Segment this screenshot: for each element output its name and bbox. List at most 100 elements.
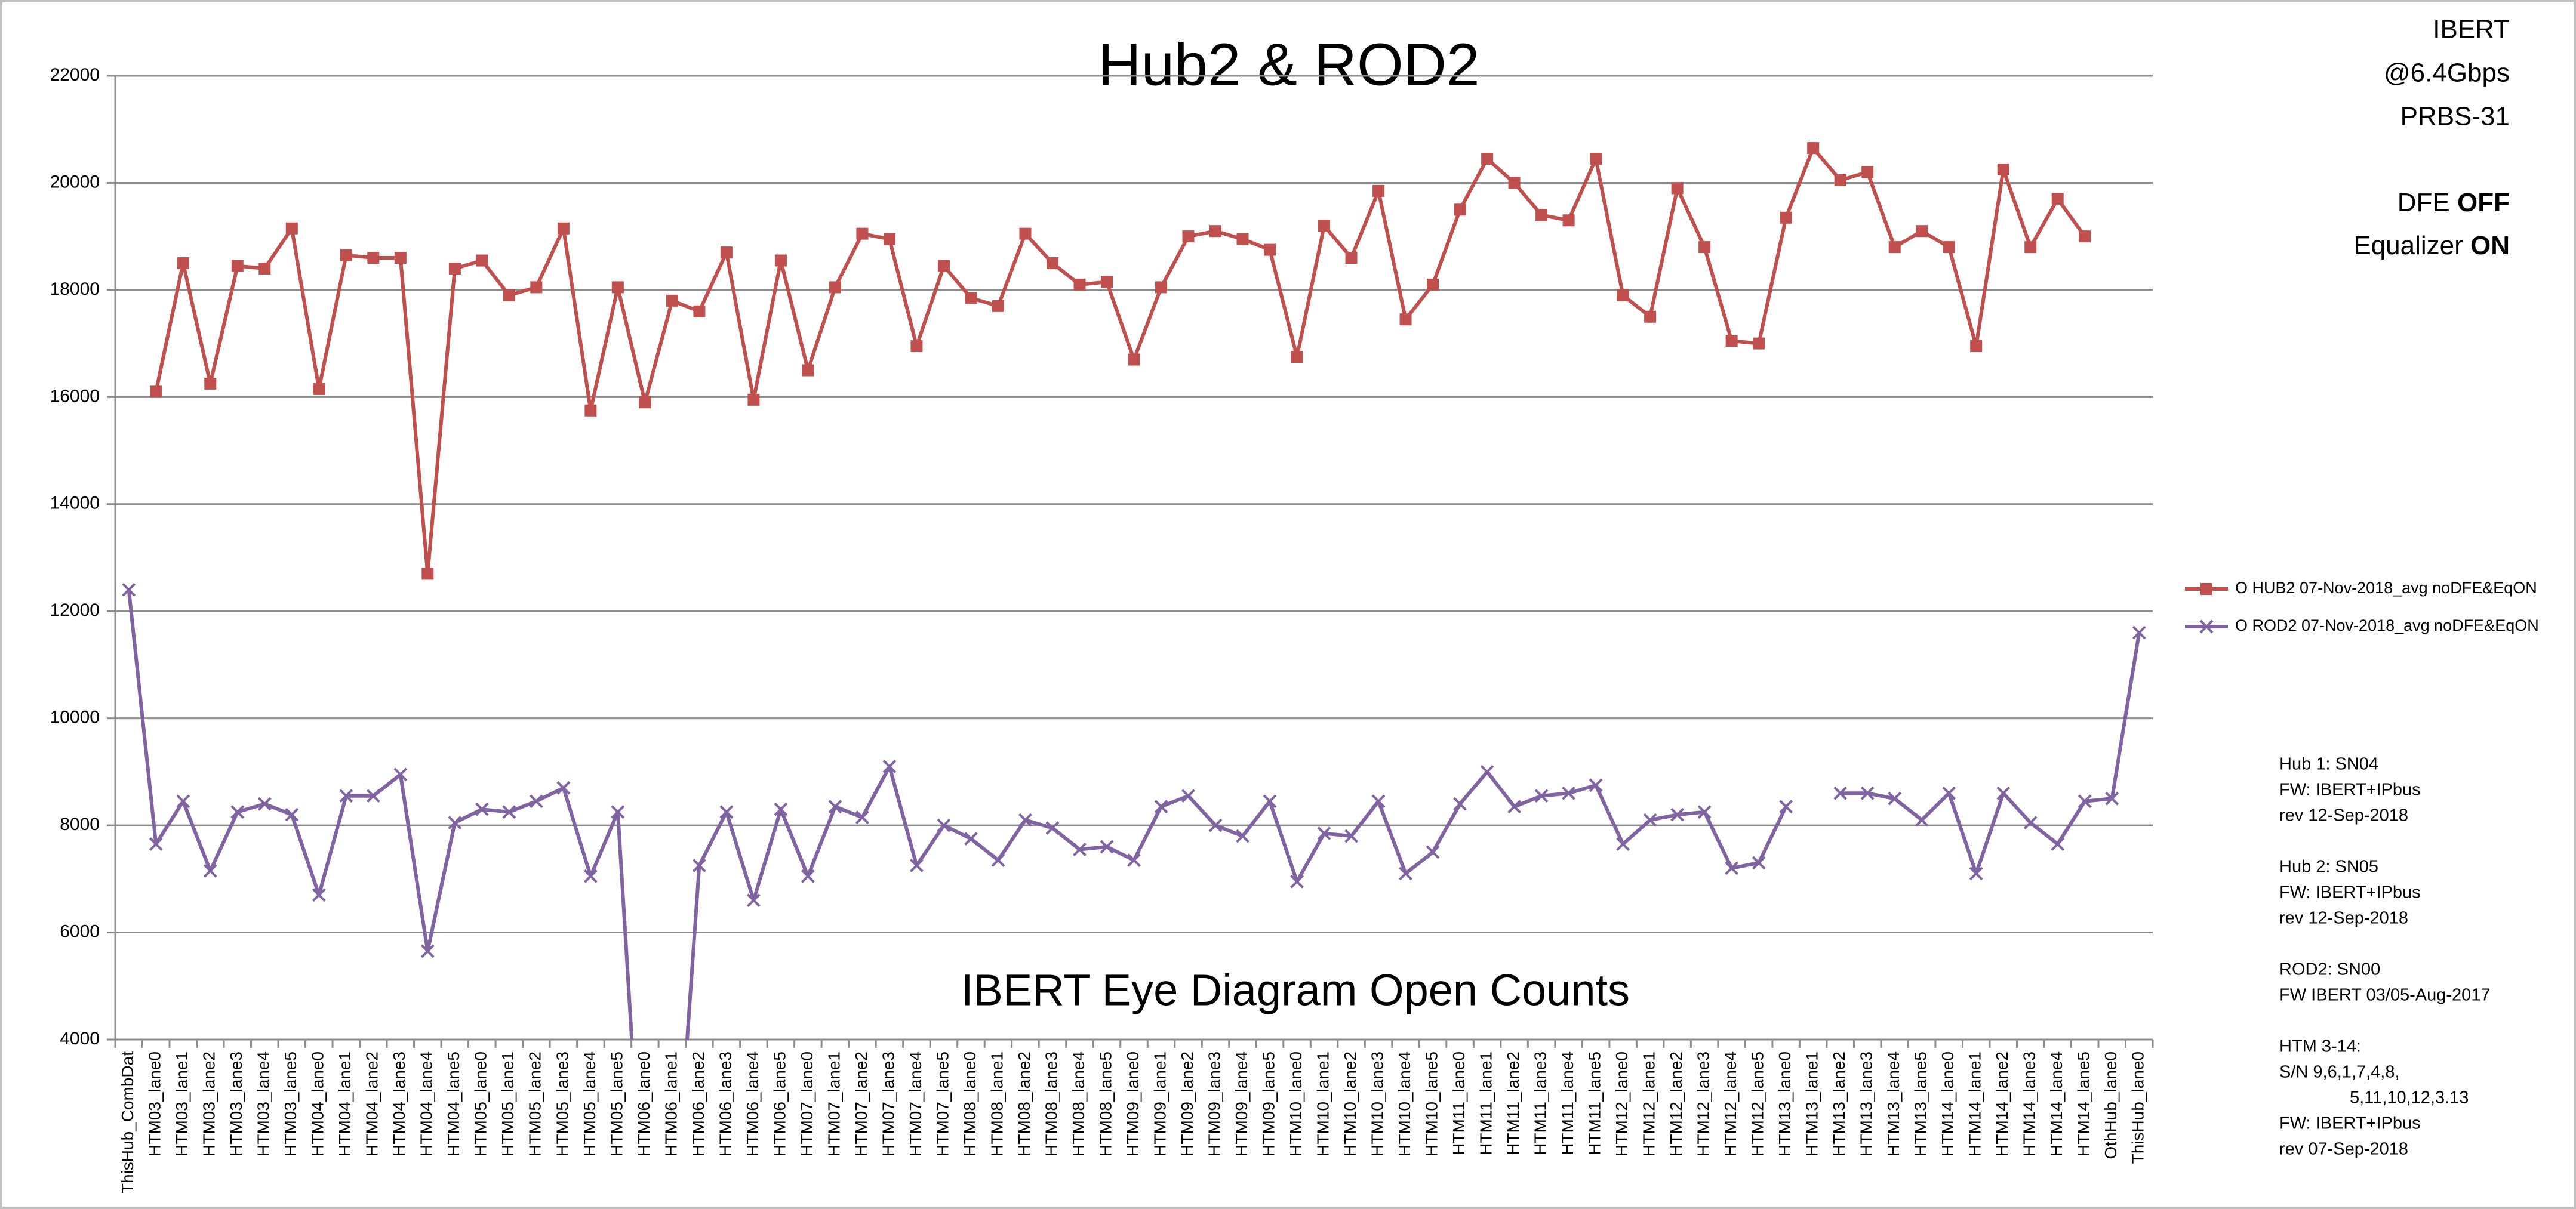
x-tick-label: HTM03_lane1 [173,1051,191,1156]
x-tick-label: ThisHub_lane0 [2129,1051,2147,1164]
data-point [1128,353,1140,366]
x-tick-label: HTM04_lane2 [363,1051,381,1156]
data-point [1507,800,1522,814]
x-tick-label: HTM14_lane2 [1993,1051,2011,1156]
chart-subtitle: IBERT Eye Diagram Open Counts [961,966,1630,1015]
x-tick-label: HTM08_lane2 [1015,1051,1033,1156]
data-point [367,252,380,264]
data-point [992,300,1004,312]
x-tick-label: HTM11_lane3 [1531,1051,1549,1155]
note-line: 5,11,10,12,3.13 [2350,1088,2469,1108]
data-point [1535,209,1548,221]
data-point [1371,794,1386,809]
x-tick-label: HTM12_lane5 [1749,1051,1767,1156]
data-point [802,364,814,377]
data-point [1807,142,1820,155]
setting-name: DFE [2398,188,2450,217]
x-tick-label: HTM08_lane1 [987,1051,1006,1156]
data-point [1046,257,1058,270]
x-tick-label: HTM08_lane5 [1096,1051,1115,1156]
x-tick-label: HTM10_lane1 [1313,1051,1332,1156]
data-point [1670,807,1685,822]
y-tick-label: 12000 [50,600,100,620]
x-tick-label: HTM08_lane0 [961,1051,979,1156]
x-tick-label: HTM07_lane2 [852,1051,870,1156]
note-line: rev 07-Sep-2018 [2279,1140,2408,1159]
data-point [1861,166,1874,178]
data-point [557,222,570,235]
note-line: FW: IBERT+IPbus [2279,883,2421,902]
x-tick-label: HTM08_lane4 [1069,1051,1088,1156]
x-tick-label: HTM13_lane2 [1830,1051,1848,1156]
x-tick-label: HTM05_lane0 [472,1051,490,1156]
data-point [1264,243,1276,256]
data-point [1969,866,1983,881]
note-line: rev 12-Sep-2018 [2279,909,2408,928]
data-point [1453,797,1467,811]
data-point [1562,786,1576,800]
data-point [1725,335,1738,347]
y-tick-label: 18000 [50,279,100,299]
data-point [856,227,869,240]
x-tick-label: HTM12_lane2 [1667,1051,1685,1156]
x-tick-label: HTM06_lane4 [743,1051,762,1156]
data-point [1942,786,1956,800]
x-tick-label: HTM11_lane5 [1586,1051,1604,1155]
data-point [774,802,788,816]
data-point [530,281,543,294]
x-tick-label: HTM12_lane1 [1640,1051,1658,1156]
note-line: FW: IBERT+IPbus [2279,781,2421,800]
data-point [203,863,217,878]
data-point [285,807,299,822]
data-point [1753,337,1765,350]
x-tick-label: HTM06_lane2 [689,1051,707,1156]
data-point [584,404,597,417]
data-point [1236,233,1249,245]
data-point [1480,764,1494,779]
info-line: IBERT [2433,15,2510,44]
data-point [1263,794,1277,809]
data-point [258,263,271,275]
data-point [910,858,924,872]
data-point [420,944,435,958]
x-tick-label: HTM04_lane5 [444,1051,463,1156]
x-tick-label: HTM07_lane0 [798,1051,816,1156]
chart-title: Hub2 & ROD2 [1098,31,1479,98]
data-point [340,249,352,261]
x-tick-label: HTM07_lane4 [906,1051,925,1156]
data-point [1209,225,1222,238]
data-point [1481,153,1494,165]
data-point [1860,786,1875,800]
x-tick-label: HTM14_lane1 [1966,1051,1984,1156]
data-point [1589,778,1603,792]
x-tick-label: HTM04_lane3 [390,1051,408,1156]
data-point [366,789,380,803]
data-point [1534,789,1549,803]
x-tick-label: HTM03_lane2 [200,1051,218,1156]
setting-value: OFF [2457,188,2510,217]
data-point [801,869,815,883]
x-tick-label: HTM09_lane3 [1205,1051,1223,1156]
x-tick-label: HTM07_lane3 [879,1051,897,1156]
data-point [1725,861,1739,875]
note-line: ROD2: SN00 [2279,960,2380,979]
x-tick-label: HTM13_lane0 [1775,1051,1794,1156]
data-point [529,794,543,809]
data-point [1073,278,1086,291]
data-point [639,396,651,409]
data-point [394,252,407,264]
x-tick-label: HTM04_lane0 [309,1051,327,1156]
data-point [1236,829,1249,843]
data-point [2023,816,2038,830]
data-point [991,853,1005,867]
x-tick-label: HTM03_lane4 [254,1051,273,1156]
data-point [1779,800,1793,814]
data-point [448,263,461,275]
setting-value: ON [2470,231,2510,260]
note-line: Hub 2: SN05 [2279,858,2378,877]
data-point [1617,289,1629,301]
note-line: HTM 3-14: [2279,1037,2361,1056]
x-tick-label: HTM07_lane5 [933,1051,952,1156]
data-point [965,292,977,304]
x-tick-label: ThisHub_CombDat [118,1051,137,1193]
